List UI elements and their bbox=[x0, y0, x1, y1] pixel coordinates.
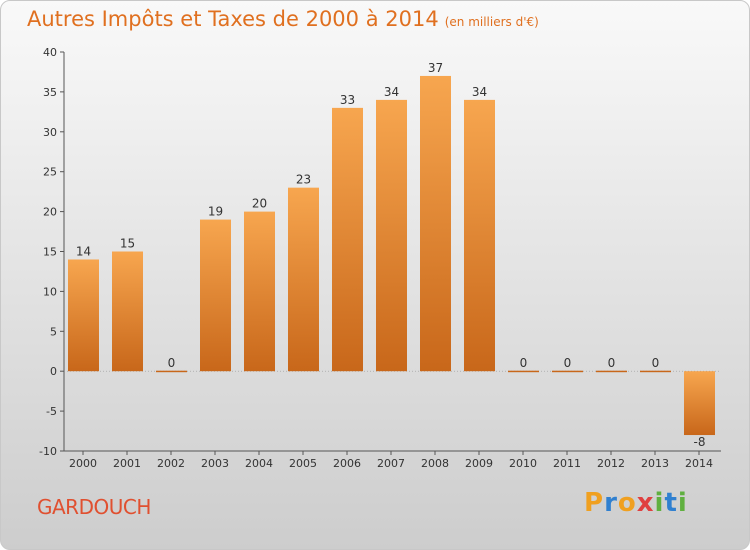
chart-title: Autres Impôts et Taxes de 2000 à 2014 (en… bbox=[27, 7, 539, 31]
logo-letter: x bbox=[636, 488, 655, 518]
bar bbox=[244, 211, 275, 372]
bar bbox=[684, 371, 715, 436]
data-label: 0 bbox=[652, 356, 660, 370]
y-tick-label: -10 bbox=[39, 445, 57, 458]
data-label: 14 bbox=[76, 244, 91, 258]
data-label: 15 bbox=[120, 237, 135, 251]
data-label: -8 bbox=[694, 435, 706, 449]
logo-letter: i bbox=[677, 488, 688, 518]
y-tick-label: 30 bbox=[43, 126, 57, 139]
data-label: 34 bbox=[472, 85, 487, 99]
y-tick-label: 15 bbox=[43, 246, 57, 259]
x-tick-label: 2004 bbox=[245, 457, 273, 470]
proxiti-logo: Proxiti bbox=[584, 488, 688, 518]
bar bbox=[552, 370, 583, 373]
x-tick-label: 2002 bbox=[157, 457, 185, 470]
y-tick-label: -5 bbox=[46, 405, 57, 418]
x-tick-label: 2010 bbox=[509, 457, 537, 470]
chart-subtitle: (en milliers d'€) bbox=[444, 15, 539, 29]
bar bbox=[464, 99, 495, 372]
data-label: 0 bbox=[520, 356, 528, 370]
bar bbox=[288, 187, 319, 372]
x-tick-label: 2008 bbox=[421, 457, 449, 470]
y-tick-label: 20 bbox=[43, 206, 57, 219]
logo-letter: P bbox=[584, 488, 605, 518]
data-label: 23 bbox=[296, 173, 311, 187]
x-tick-label: 2003 bbox=[201, 457, 229, 470]
x-tick-label: 2005 bbox=[289, 457, 317, 470]
x-tick-label: 2000 bbox=[69, 457, 97, 470]
bar bbox=[640, 370, 671, 373]
bar bbox=[508, 370, 539, 373]
bar bbox=[376, 99, 407, 372]
title-text: Autres Impôts et Taxes de 2000 à 2014 bbox=[27, 7, 439, 31]
logo-letter: r bbox=[604, 488, 618, 518]
x-tick-label: 2011 bbox=[553, 457, 581, 470]
logo-letter: i bbox=[654, 488, 665, 518]
x-tick-label: 2009 bbox=[465, 457, 493, 470]
bar bbox=[112, 251, 143, 372]
data-label: 33 bbox=[340, 93, 355, 107]
data-label: 34 bbox=[384, 85, 399, 99]
data-label: 0 bbox=[608, 356, 616, 370]
x-tick-label: 2012 bbox=[597, 457, 625, 470]
x-tick-label: 2014 bbox=[685, 457, 713, 470]
bar bbox=[420, 75, 451, 372]
y-tick-label: 25 bbox=[43, 166, 57, 179]
bar bbox=[596, 370, 627, 373]
y-tick-label: 0 bbox=[50, 365, 57, 378]
commune-name: GARDOUCH bbox=[37, 495, 151, 519]
bar bbox=[332, 107, 363, 372]
x-tick-label: 2001 bbox=[113, 457, 141, 470]
logo-letter: t bbox=[664, 488, 678, 518]
data-label: 0 bbox=[168, 356, 176, 370]
bar bbox=[200, 219, 231, 372]
bar bbox=[156, 370, 187, 373]
data-label: 20 bbox=[252, 197, 267, 211]
y-tick-label: 10 bbox=[43, 285, 57, 298]
y-tick-label: 40 bbox=[43, 46, 57, 59]
x-tick-label: 2006 bbox=[333, 457, 361, 470]
y-tick-label: 35 bbox=[43, 86, 57, 99]
data-label: 0 bbox=[564, 356, 572, 370]
y-tick-label: 5 bbox=[50, 325, 57, 338]
x-tick-label: 2007 bbox=[377, 457, 405, 470]
data-label: 37 bbox=[428, 61, 443, 75]
bar bbox=[68, 259, 99, 372]
logo-letter: o bbox=[617, 488, 637, 518]
data-label: 19 bbox=[208, 205, 223, 219]
x-tick-label: 2013 bbox=[641, 457, 669, 470]
